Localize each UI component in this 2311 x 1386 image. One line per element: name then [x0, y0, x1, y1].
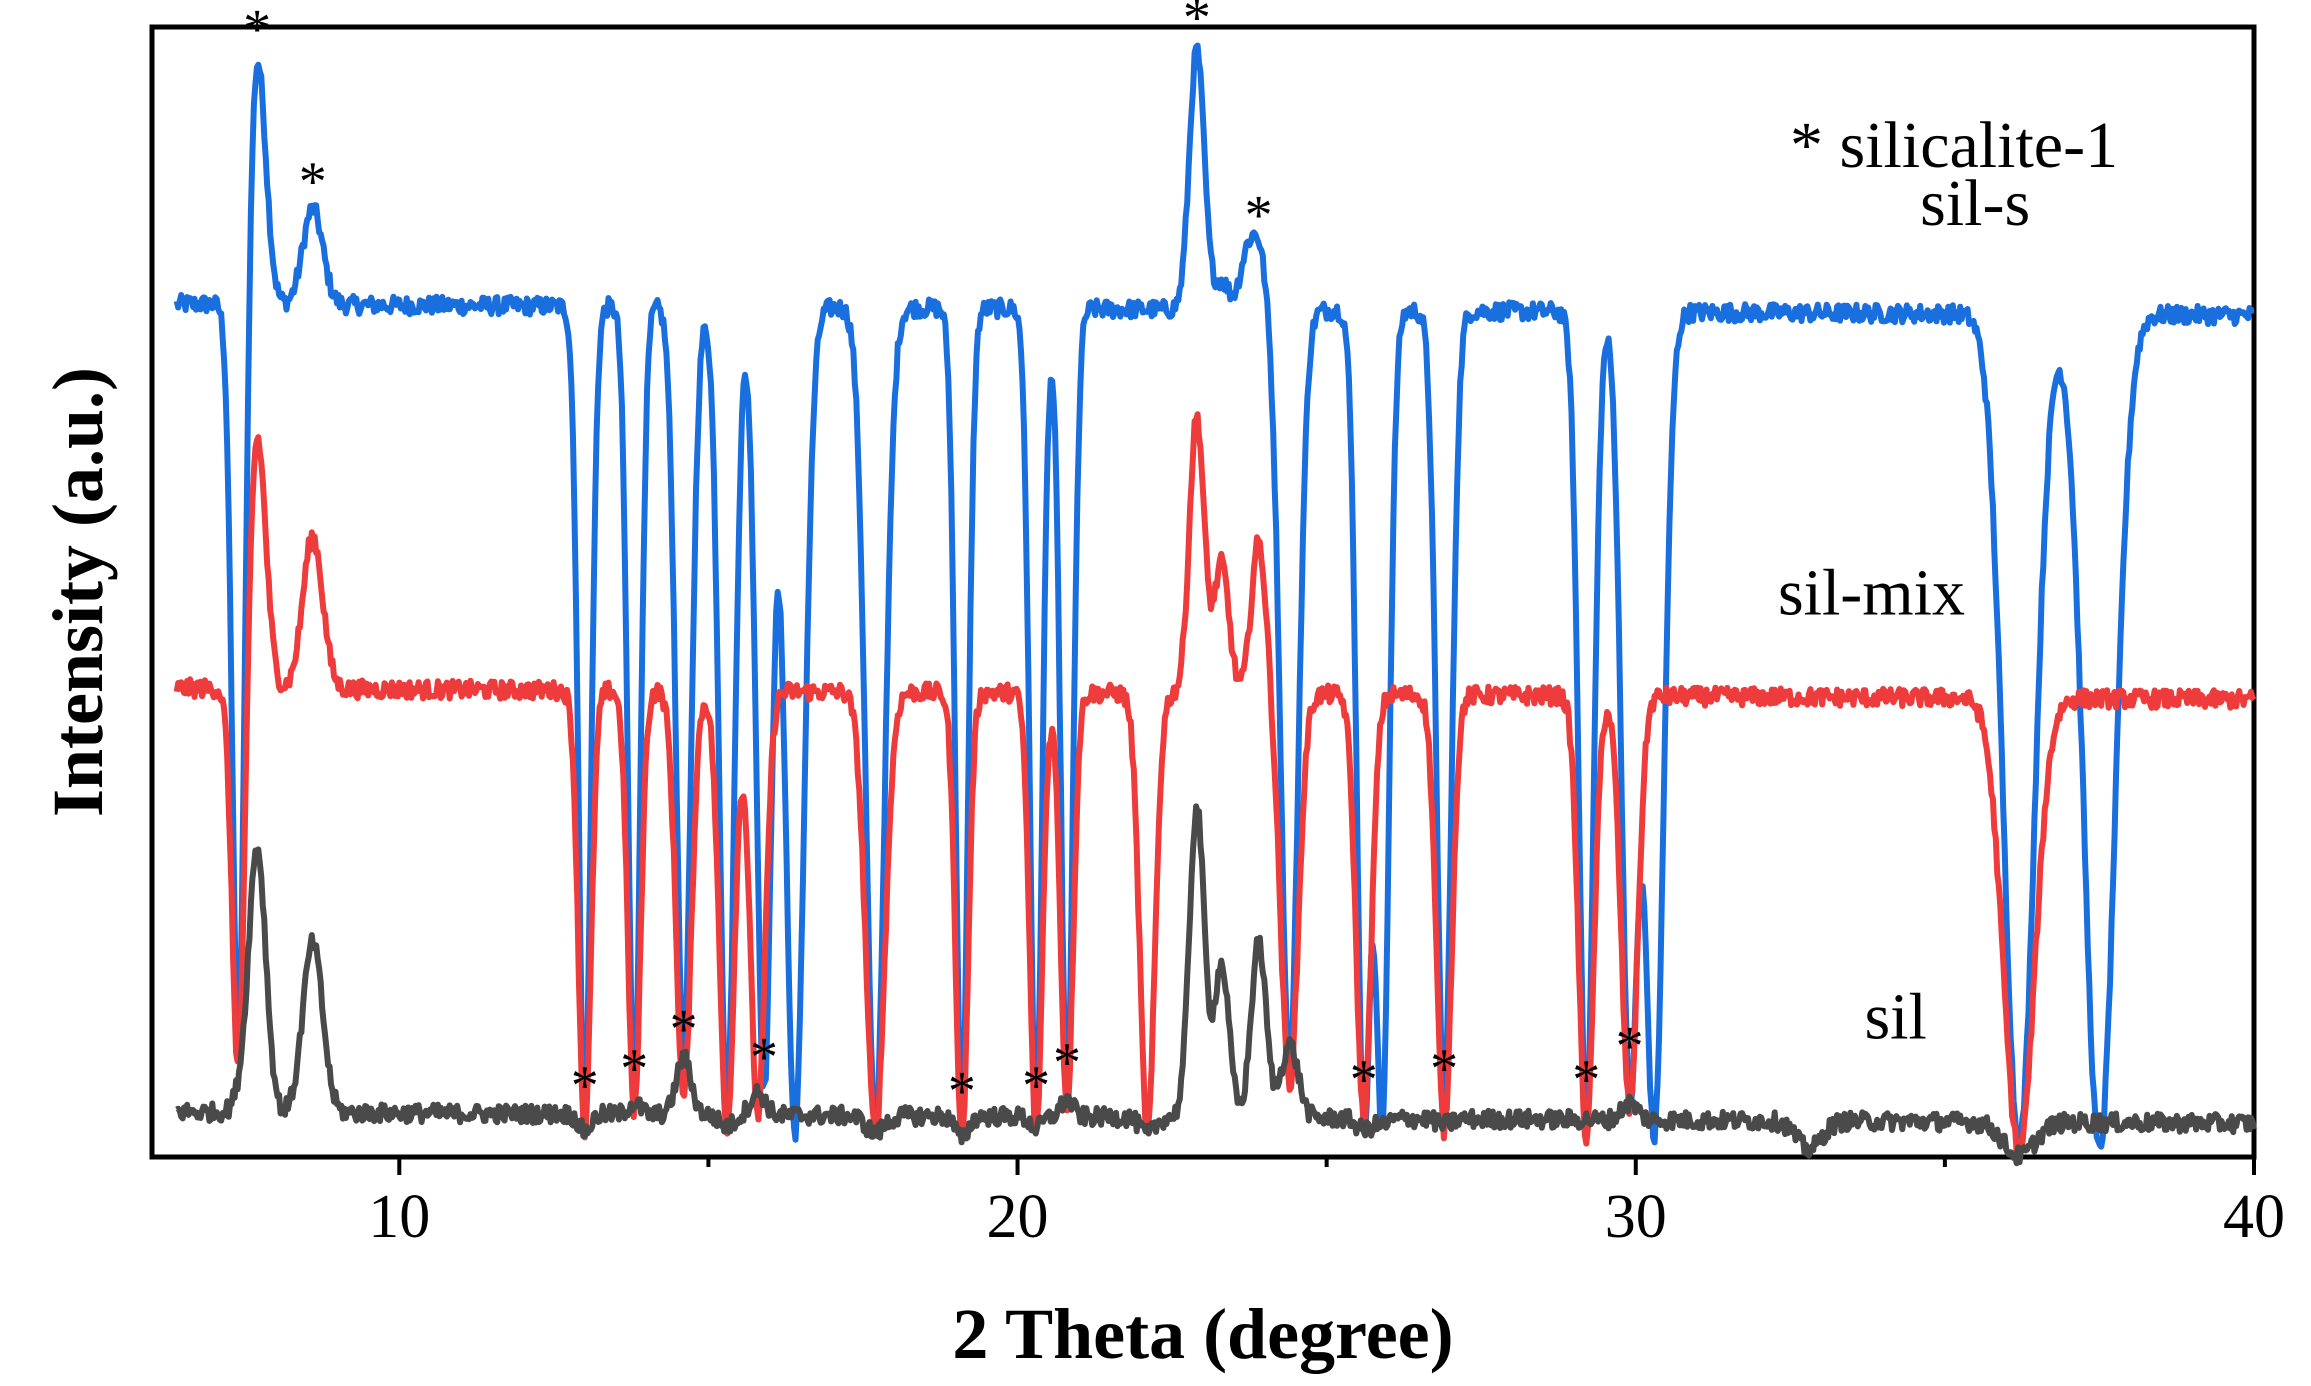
peak-star-marker: *: [1053, 1032, 1081, 1094]
peak-star-marker: *: [670, 998, 698, 1060]
x-tick-label: 40: [2223, 1183, 2285, 1251]
peak-star-marker: *: [1245, 185, 1273, 247]
x-axis-ticks: 10 20 30 40: [368, 1157, 2285, 1251]
peak-star-marker: *: [1350, 1049, 1378, 1111]
y-axis-title: Intensity (a.u.): [38, 367, 118, 817]
peak-star-marker: *: [1572, 1049, 1600, 1111]
series-line-sil-s: [173, 42, 2256, 1156]
series-line-sil-mix: [173, 411, 2257, 1155]
series-layer: [173, 42, 2257, 1167]
x-tick-label: 10: [368, 1183, 430, 1251]
peak-star-marker: *: [750, 1027, 778, 1089]
series-labels: sil-s sil-mix sil: [1778, 167, 2030, 1054]
peak-star-marker: *: [243, 0, 271, 60]
peak-star-marker: *: [948, 1060, 976, 1122]
x-tick-label: 30: [1605, 1183, 1667, 1251]
x-tick-label: 20: [987, 1183, 1049, 1251]
peak-star-marker: *: [571, 1055, 599, 1117]
peak-star-marker: *: [1183, 0, 1211, 49]
x-axis-title: 2 Theta (degree): [952, 1294, 1453, 1374]
series-line-sil: [175, 803, 2257, 1167]
legend-text: * silicalite-1: [1790, 109, 2118, 182]
series-label-sil: sil: [1865, 980, 1927, 1053]
peak-star-marker: *: [299, 151, 327, 213]
peak-star-marker: *: [1022, 1055, 1050, 1117]
peak-star-marker: *: [1430, 1038, 1458, 1100]
peak-star-marker: *: [1616, 1015, 1644, 1077]
peak-star-marker: *: [620, 1038, 648, 1100]
series-label-sil-mix: sil-mix: [1778, 557, 1965, 630]
plot-frame: [149, 24, 2257, 1160]
star-markers: *** ** ** * **** * **: [243, 0, 1643, 1122]
series-label-sil-s: sil-s: [1920, 167, 2030, 240]
